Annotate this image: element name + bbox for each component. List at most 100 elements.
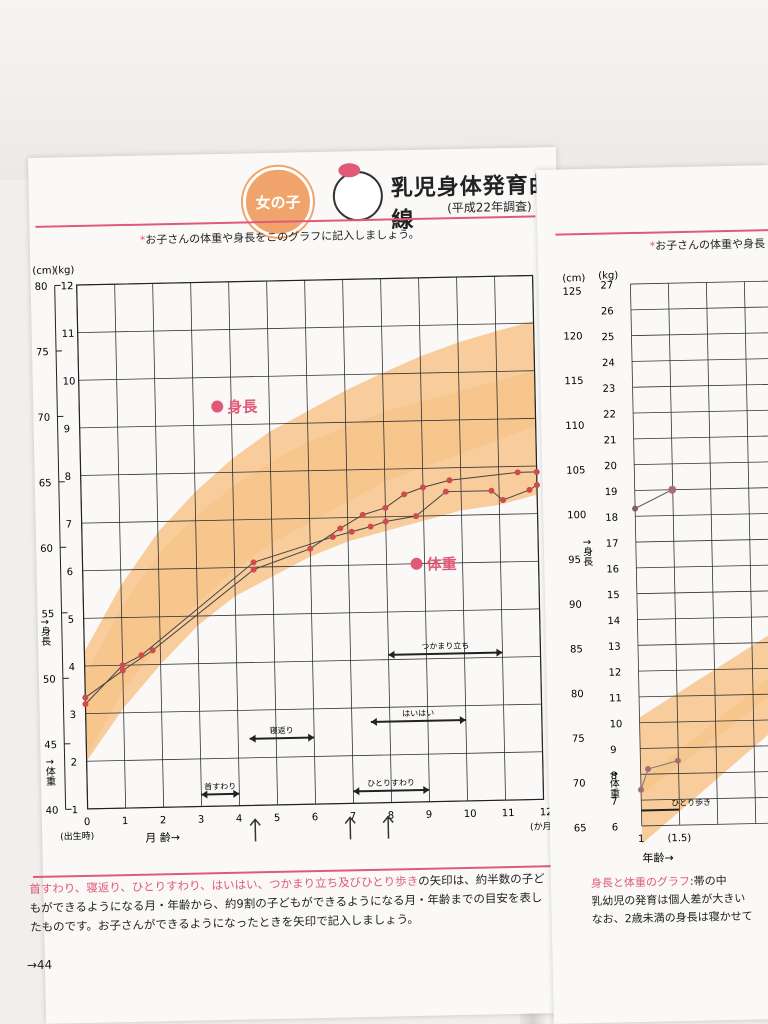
y-left-tick-label: 70 [573, 778, 586, 789]
instruction-text: お子さんの体重や身長をこのグラフに記入しましょう。 [145, 227, 420, 247]
x-tick-label: 8 [388, 810, 395, 821]
page-number-value: 44 [36, 957, 53, 972]
grid-vline [342, 279, 354, 804]
y-left-tick-label: 115 [564, 376, 583, 387]
grid-hline [640, 745, 768, 749]
milestone-arrow [201, 792, 240, 796]
grid-vline [266, 281, 279, 805]
y-left-tick-label: 105 [566, 465, 585, 476]
y-left-tick-label: 55 [41, 609, 54, 620]
y-right-tick-label: 16 [606, 564, 619, 575]
y-right-tick-label: 7 [611, 797, 618, 808]
grid-vline [418, 277, 430, 802]
x-tick-label: 2 [160, 815, 167, 826]
data-point-身長 [632, 505, 639, 512]
y-right-tick-label: 25 [601, 332, 614, 343]
data-point-身長 [382, 504, 389, 511]
grid-hline [636, 564, 768, 569]
data-point-体重 [442, 488, 449, 495]
y-right-tick-label: 13 [608, 642, 621, 653]
milestone-arrow [370, 718, 466, 723]
grid-hline [641, 796, 768, 801]
y-right-tick-label: 22 [603, 409, 616, 420]
data-point-体重 [82, 701, 89, 708]
y-left-tick-label: 100 [567, 510, 586, 521]
data-point-体重 [674, 757, 681, 764]
y-right-tick-label: 17 [606, 538, 619, 549]
grid-hline [632, 383, 768, 388]
grid-hline [633, 435, 768, 440]
x-tick-label: 11 [502, 808, 515, 819]
left-page: 女の子 乳児身体発育曲線 (平成22年調査) *お子さんの体重や身長をこのグラフ… [26, 146, 575, 1024]
grid-hline [77, 322, 534, 334]
right-line-2: 乳幼児の発育は個人差が大きい [591, 891, 746, 909]
grid-hline [82, 560, 539, 572]
data-point-身長 [419, 484, 426, 491]
y-right-tick-label: 23 [602, 384, 615, 395]
y-left-tick-label: 50 [43, 675, 56, 686]
y-right-tick-label: 8 [65, 472, 72, 483]
y-left-tick-label: 65 [574, 823, 587, 834]
grid-hline [85, 703, 542, 715]
data-point-体重 [500, 497, 507, 504]
x-tick-label: 12 [540, 807, 553, 818]
x-tick-label: 7 [350, 811, 357, 822]
y-right-tick-label: 26 [601, 306, 614, 317]
y-right-tick-label: 11 [62, 329, 75, 340]
y-left-tick-label: 70 [37, 413, 50, 424]
right-instruction: *お子さんの体重や身長 [649, 235, 765, 253]
grid-hline [633, 409, 768, 414]
milestone-arrow [388, 651, 503, 656]
data-point-体重 [138, 652, 145, 659]
data-point-体重 [348, 528, 355, 535]
milestone-arrow [249, 736, 315, 740]
y-left-tick-label: 40 [46, 806, 59, 817]
data-point-身長 [82, 694, 89, 701]
right-caption: 身長と体重のグラフ:帯の中 乳幼児の発育は個人差が大きい なお、2歳未満の身長は… [591, 871, 768, 929]
grid-hline [637, 641, 768, 646]
grid-hline [630, 306, 768, 311]
x-axis-label: 年齢→ [642, 850, 674, 865]
band-体重 [639, 629, 768, 795]
grid-hline [634, 487, 768, 491]
y-right-unit: (kg) [54, 265, 74, 276]
data-point-身長 [337, 525, 344, 532]
grid-hline [634, 461, 768, 466]
x-tick-label: 1 [122, 816, 129, 827]
y-right-tick-label: 20 [604, 461, 617, 472]
y-left-tick-label: 60 [40, 544, 53, 555]
grid-hline [641, 822, 768, 827]
grid-hline [635, 512, 768, 517]
grid-hline [640, 770, 768, 775]
grid-hline [86, 751, 543, 762]
right-caption-text: :帯の中 [689, 874, 727, 888]
data-point-身長 [401, 491, 408, 498]
data-point-身長 [149, 647, 156, 654]
y-left-tick-label: 80 [35, 282, 48, 293]
x-tick-note: (出生時) [60, 830, 94, 843]
y-left-tick-label: 80 [571, 689, 584, 700]
height-label-dot [211, 400, 224, 413]
x-tick-label: 9 [426, 810, 433, 821]
y-right-tick-label: 10 [63, 376, 76, 387]
y-left-tick-label: 65 [39, 478, 52, 489]
page-number: →44 [26, 957, 53, 973]
data-point-体重 [329, 533, 336, 540]
grid-vline [705, 282, 719, 825]
data-point-身長 [514, 469, 521, 476]
data-point-体重 [382, 518, 389, 525]
y-left-tick-label: 85 [570, 644, 583, 655]
grid-hline [637, 616, 768, 620]
grid-vline [743, 281, 757, 824]
y-left-axis [54, 285, 67, 810]
data-point-体重 [526, 486, 533, 493]
data-point-身長 [446, 477, 453, 484]
x-tick-label: 5 [274, 813, 281, 824]
data-point-体重 [367, 523, 374, 530]
data-point-身長 [119, 667, 126, 674]
grid-hline [84, 656, 541, 667]
girl-badge: 女の子 [242, 166, 314, 238]
data-point-体重 [638, 786, 645, 793]
grid-hline [636, 590, 768, 595]
grid-vline [190, 282, 203, 807]
